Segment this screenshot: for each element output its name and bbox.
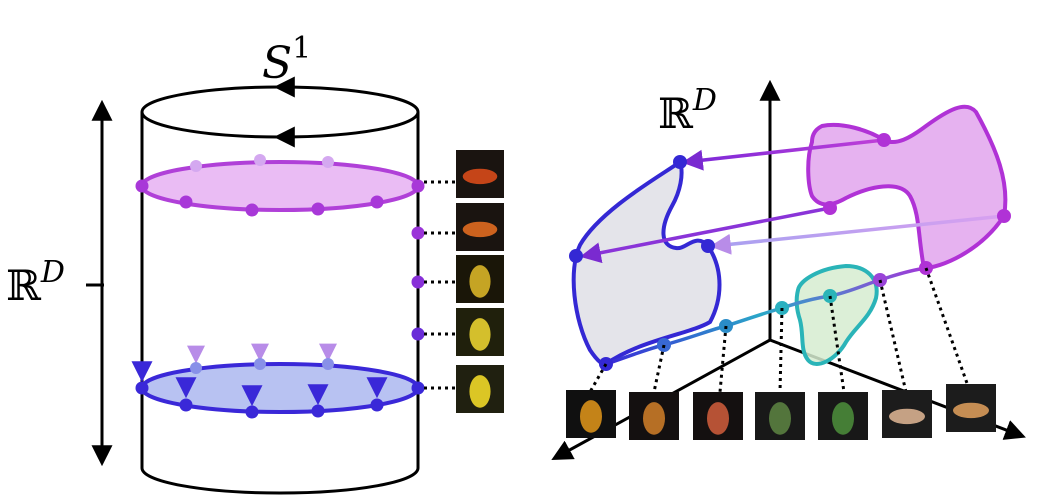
bottom-ring-dots bbox=[135, 381, 425, 419]
left-panel: S1 ℝD bbox=[6, 31, 504, 495]
mapping-arrow-top bbox=[681, 138, 885, 171]
toy-duck-thumb-3 bbox=[456, 255, 504, 303]
toy-duck-thumb-4 bbox=[456, 308, 504, 356]
toy-figure-thumb-1 bbox=[566, 390, 616, 438]
right-panel: ℝD bbox=[551, 79, 1026, 461]
blue-region bbox=[571, 158, 722, 367]
toy-figure-thumb-2 bbox=[629, 392, 679, 440]
mapping-arrow-low bbox=[709, 214, 1005, 255]
toy-figure-thumb-6 bbox=[882, 390, 932, 438]
right-thumbnails bbox=[566, 384, 996, 440]
mapping-arrow-mid bbox=[579, 206, 831, 264]
right-space-label: ℝD bbox=[658, 83, 717, 138]
left-thumbnails bbox=[456, 150, 504, 413]
back-dots bbox=[190, 154, 334, 374]
left-space-label: ℝD bbox=[6, 255, 65, 310]
front-fibers bbox=[131, 186, 388, 407]
purple-region bbox=[806, 104, 1008, 271]
circle-label: S1 bbox=[262, 31, 311, 89]
toy-duck-thumb-5 bbox=[456, 365, 504, 413]
toy-duck-thumb-2 bbox=[456, 203, 504, 251]
cylinder-top-ellipse bbox=[140, 85, 420, 139]
toy-figure-thumb-3 bbox=[693, 392, 743, 440]
teal-region bbox=[794, 263, 879, 366]
edge-dots bbox=[411, 186, 425, 388]
right-dots bbox=[569, 133, 1011, 371]
left-connectors bbox=[424, 180, 455, 390]
right-connectors bbox=[588, 267, 970, 393]
cylinder-bottom-arc bbox=[140, 467, 420, 495]
toy-figure-thumb-4 bbox=[755, 392, 805, 440]
toy-duck-thumb-1 bbox=[456, 150, 504, 198]
toy-figure-thumb-5 bbox=[818, 392, 868, 440]
toy-figure-thumb-7 bbox=[946, 384, 996, 432]
